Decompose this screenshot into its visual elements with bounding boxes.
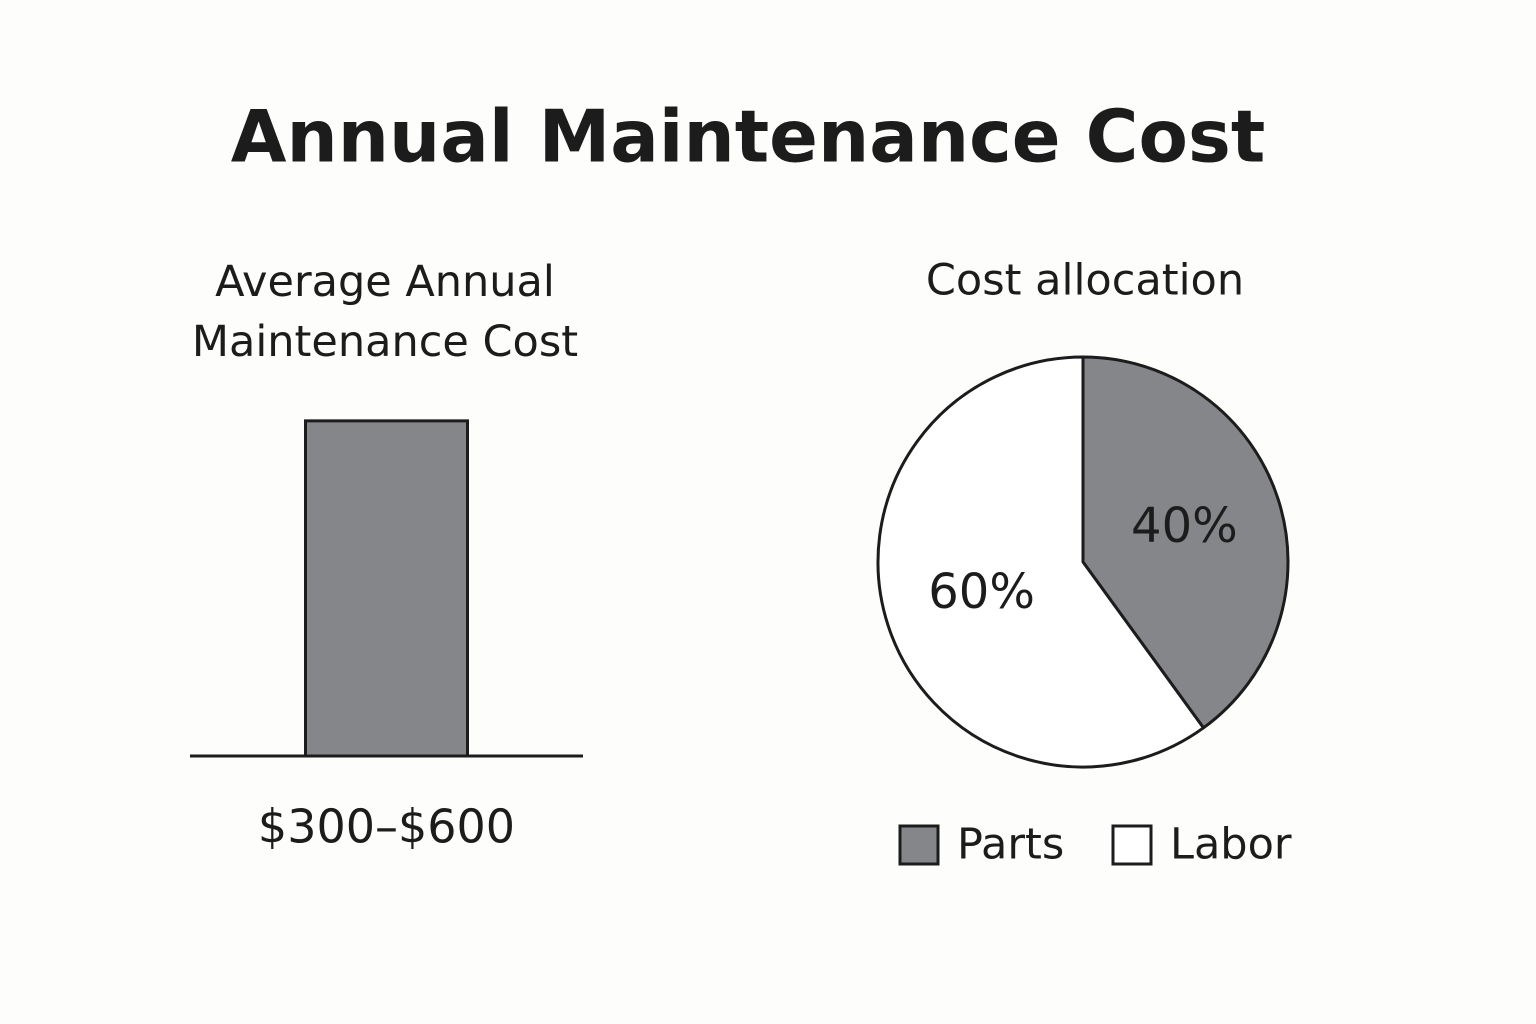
pie-slice [1081,355,1290,730]
bar [304,419,469,758]
legend-swatch [898,824,940,866]
pie-slice [876,355,1205,769]
legend-label: Parts [957,820,1064,870]
page-title: Annual Maintenance Cost [231,95,1266,179]
chart-title: Cost allocation [926,256,1244,306]
legend-label: Labor [1170,820,1292,870]
chart-title: Average Annual Maintenance Cost [191,257,579,367]
legend-swatch [1111,824,1153,866]
data-label: 40% [1131,498,1238,554]
data-label: 60% [928,564,1035,620]
x-tick-label: $300–$600 [258,800,515,854]
